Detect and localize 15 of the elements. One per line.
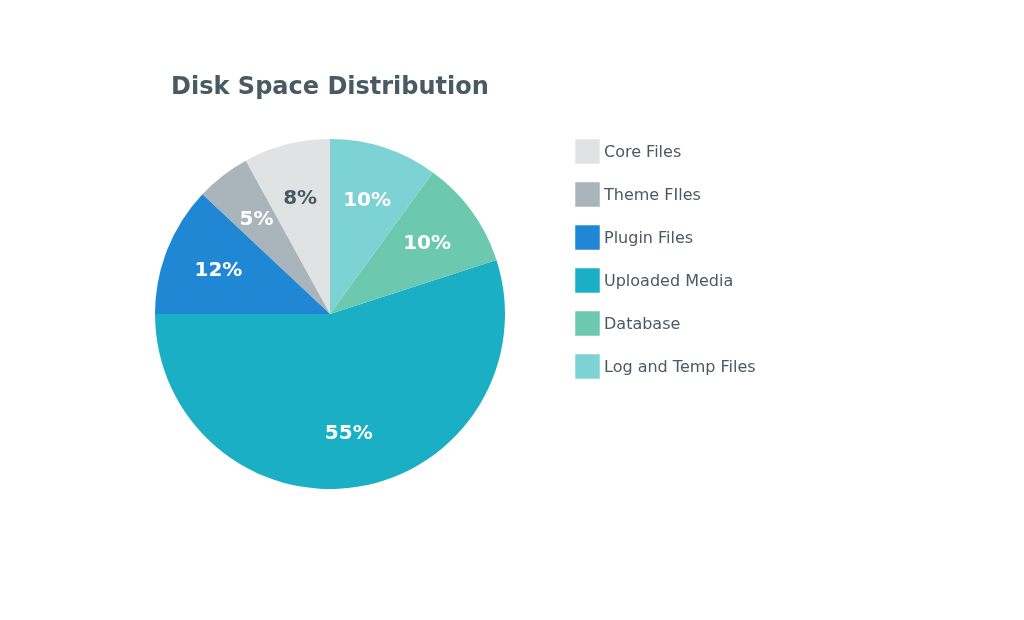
data-label: 8%	[283, 184, 318, 209]
legend-label: Core Files	[604, 141, 682, 161]
legend-label: Plugin Files	[604, 227, 694, 247]
legend-label: Database	[604, 313, 681, 333]
data-label: 55%	[324, 419, 373, 444]
data-label: 5%	[239, 206, 274, 231]
data-label: 10%	[343, 186, 392, 211]
legend-label: Uploaded Media	[604, 270, 734, 290]
pie-slice	[330, 172, 497, 314]
data-label: 10%	[403, 230, 452, 255]
legend-label: Theme FIles	[603, 184, 701, 204]
data-label: 12%	[194, 256, 243, 281]
legend-label: Log and Temp Files	[604, 356, 756, 376]
pie-slice	[155, 259, 505, 489]
chart-title: Disk Space Distribution	[171, 72, 489, 100]
